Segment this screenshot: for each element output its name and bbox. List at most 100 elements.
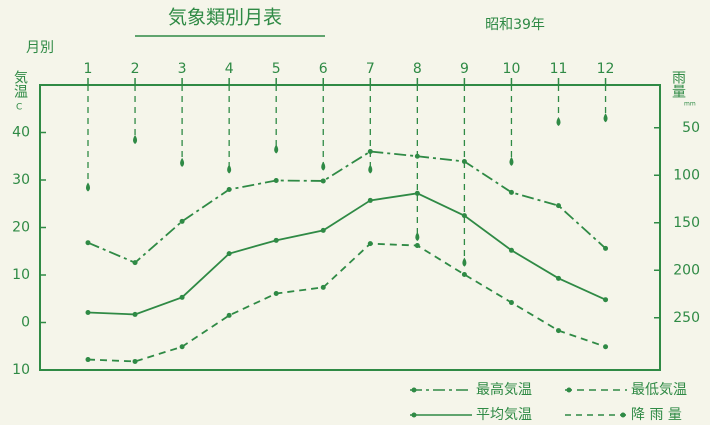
plot-frame xyxy=(39,84,661,371)
rain-drop xyxy=(180,157,185,167)
series-line xyxy=(87,192,606,316)
y-tick-label: 10 xyxy=(12,267,30,283)
rain-drop xyxy=(509,156,514,166)
x-tick-label: 8 xyxy=(413,61,422,77)
rain-drop xyxy=(603,113,608,123)
legend-label: 降 雨 量 xyxy=(631,407,682,423)
series-point xyxy=(273,291,279,297)
x-tick-label: 11 xyxy=(550,61,568,77)
series-point xyxy=(226,251,232,257)
rain-drop xyxy=(415,231,420,241)
x-tick-label: 5 xyxy=(272,61,281,77)
x-tick-label: 10 xyxy=(503,61,521,77)
x-tick-label: 3 xyxy=(178,61,187,77)
x-tick-label: 6 xyxy=(319,61,328,77)
rain-mark xyxy=(368,85,373,174)
y-axis-label: 気温 xyxy=(12,70,28,98)
series-point xyxy=(556,203,561,209)
y-tick-label: 40 xyxy=(12,125,30,141)
series-point xyxy=(226,312,232,318)
rain-mark xyxy=(86,85,90,192)
series-line xyxy=(87,150,607,264)
series-point xyxy=(85,310,91,316)
subtitle: 昭和39年 xyxy=(485,17,545,33)
x-tick-label: 2 xyxy=(131,61,140,77)
series-point xyxy=(320,284,326,290)
series-point xyxy=(367,241,373,247)
rain-mark xyxy=(321,85,326,171)
series-point xyxy=(414,190,420,196)
rain-drop xyxy=(227,164,232,174)
series-point xyxy=(320,178,326,184)
rain-mark xyxy=(133,85,138,145)
series-point xyxy=(367,197,373,203)
y2-tick-label: 250 xyxy=(673,310,700,326)
rain-drop xyxy=(368,164,373,174)
series-point xyxy=(85,240,91,246)
series-point xyxy=(179,344,185,350)
series-point xyxy=(508,189,514,195)
rain-drop xyxy=(321,161,326,171)
legend-label: 最高気温 xyxy=(476,381,532,398)
series-point xyxy=(273,237,279,243)
rain-mark xyxy=(509,85,514,166)
x-tick-label: 4 xyxy=(225,61,234,77)
series-point xyxy=(226,187,232,192)
series-point xyxy=(85,357,91,363)
rain-drop xyxy=(556,117,561,126)
series-point xyxy=(132,311,138,317)
legend-dot xyxy=(411,412,417,418)
rain-mark xyxy=(274,85,279,154)
series-point xyxy=(556,275,561,281)
y2-tick-label: 200 xyxy=(673,262,700,278)
x-tick-label: 12 xyxy=(597,61,615,77)
y2-axis-unit: mm xyxy=(684,101,696,108)
series-point xyxy=(603,245,609,251)
y-axis-unit: C xyxy=(16,103,22,113)
rain-drop xyxy=(274,144,279,154)
series-point xyxy=(132,260,138,266)
x-axis-label: 月別 xyxy=(26,40,54,56)
rain-mark xyxy=(227,85,232,174)
legend-dot xyxy=(620,412,626,418)
y2-axis-label: 雨量 xyxy=(670,70,686,98)
series-point xyxy=(273,177,279,183)
y-tick-label: 10 xyxy=(12,362,30,378)
rain-mark xyxy=(603,85,608,123)
rain-mark xyxy=(415,85,420,241)
series-line xyxy=(87,242,606,363)
y-tick-label: 30 xyxy=(12,172,30,188)
series-point xyxy=(132,358,138,364)
series-point xyxy=(461,158,467,164)
series-point xyxy=(414,243,420,249)
legend-label: 最低気温 xyxy=(631,382,687,398)
legend-dot xyxy=(566,387,572,393)
series-point xyxy=(179,218,185,224)
y2-tick-label: 100 xyxy=(673,167,700,183)
x-tick-label: 7 xyxy=(366,61,375,77)
rain-drop xyxy=(86,182,90,192)
rain-drop xyxy=(462,257,467,267)
rain-mark xyxy=(556,85,561,126)
series-point xyxy=(603,344,609,350)
x-tick-label: 1 xyxy=(84,61,93,77)
series-point xyxy=(508,300,514,306)
y2-tick-label: 50 xyxy=(682,120,700,136)
y-tick-label: 0 xyxy=(21,315,30,331)
series-point xyxy=(603,297,609,303)
legend-dot xyxy=(411,387,417,393)
rain-drop xyxy=(133,135,138,145)
series-point xyxy=(461,213,467,219)
legend-label: 平均気温 xyxy=(476,407,532,423)
x-tick-label: 9 xyxy=(460,61,469,77)
series-point xyxy=(461,272,467,278)
series-point xyxy=(556,328,561,334)
y2-tick-label: 150 xyxy=(673,215,700,231)
y-tick-label: 20 xyxy=(12,220,30,236)
rain-mark xyxy=(462,85,467,267)
series-point xyxy=(508,247,514,253)
chart-title: 気象類別月表 xyxy=(168,7,282,29)
series-point xyxy=(179,294,185,300)
series-point xyxy=(320,227,326,233)
